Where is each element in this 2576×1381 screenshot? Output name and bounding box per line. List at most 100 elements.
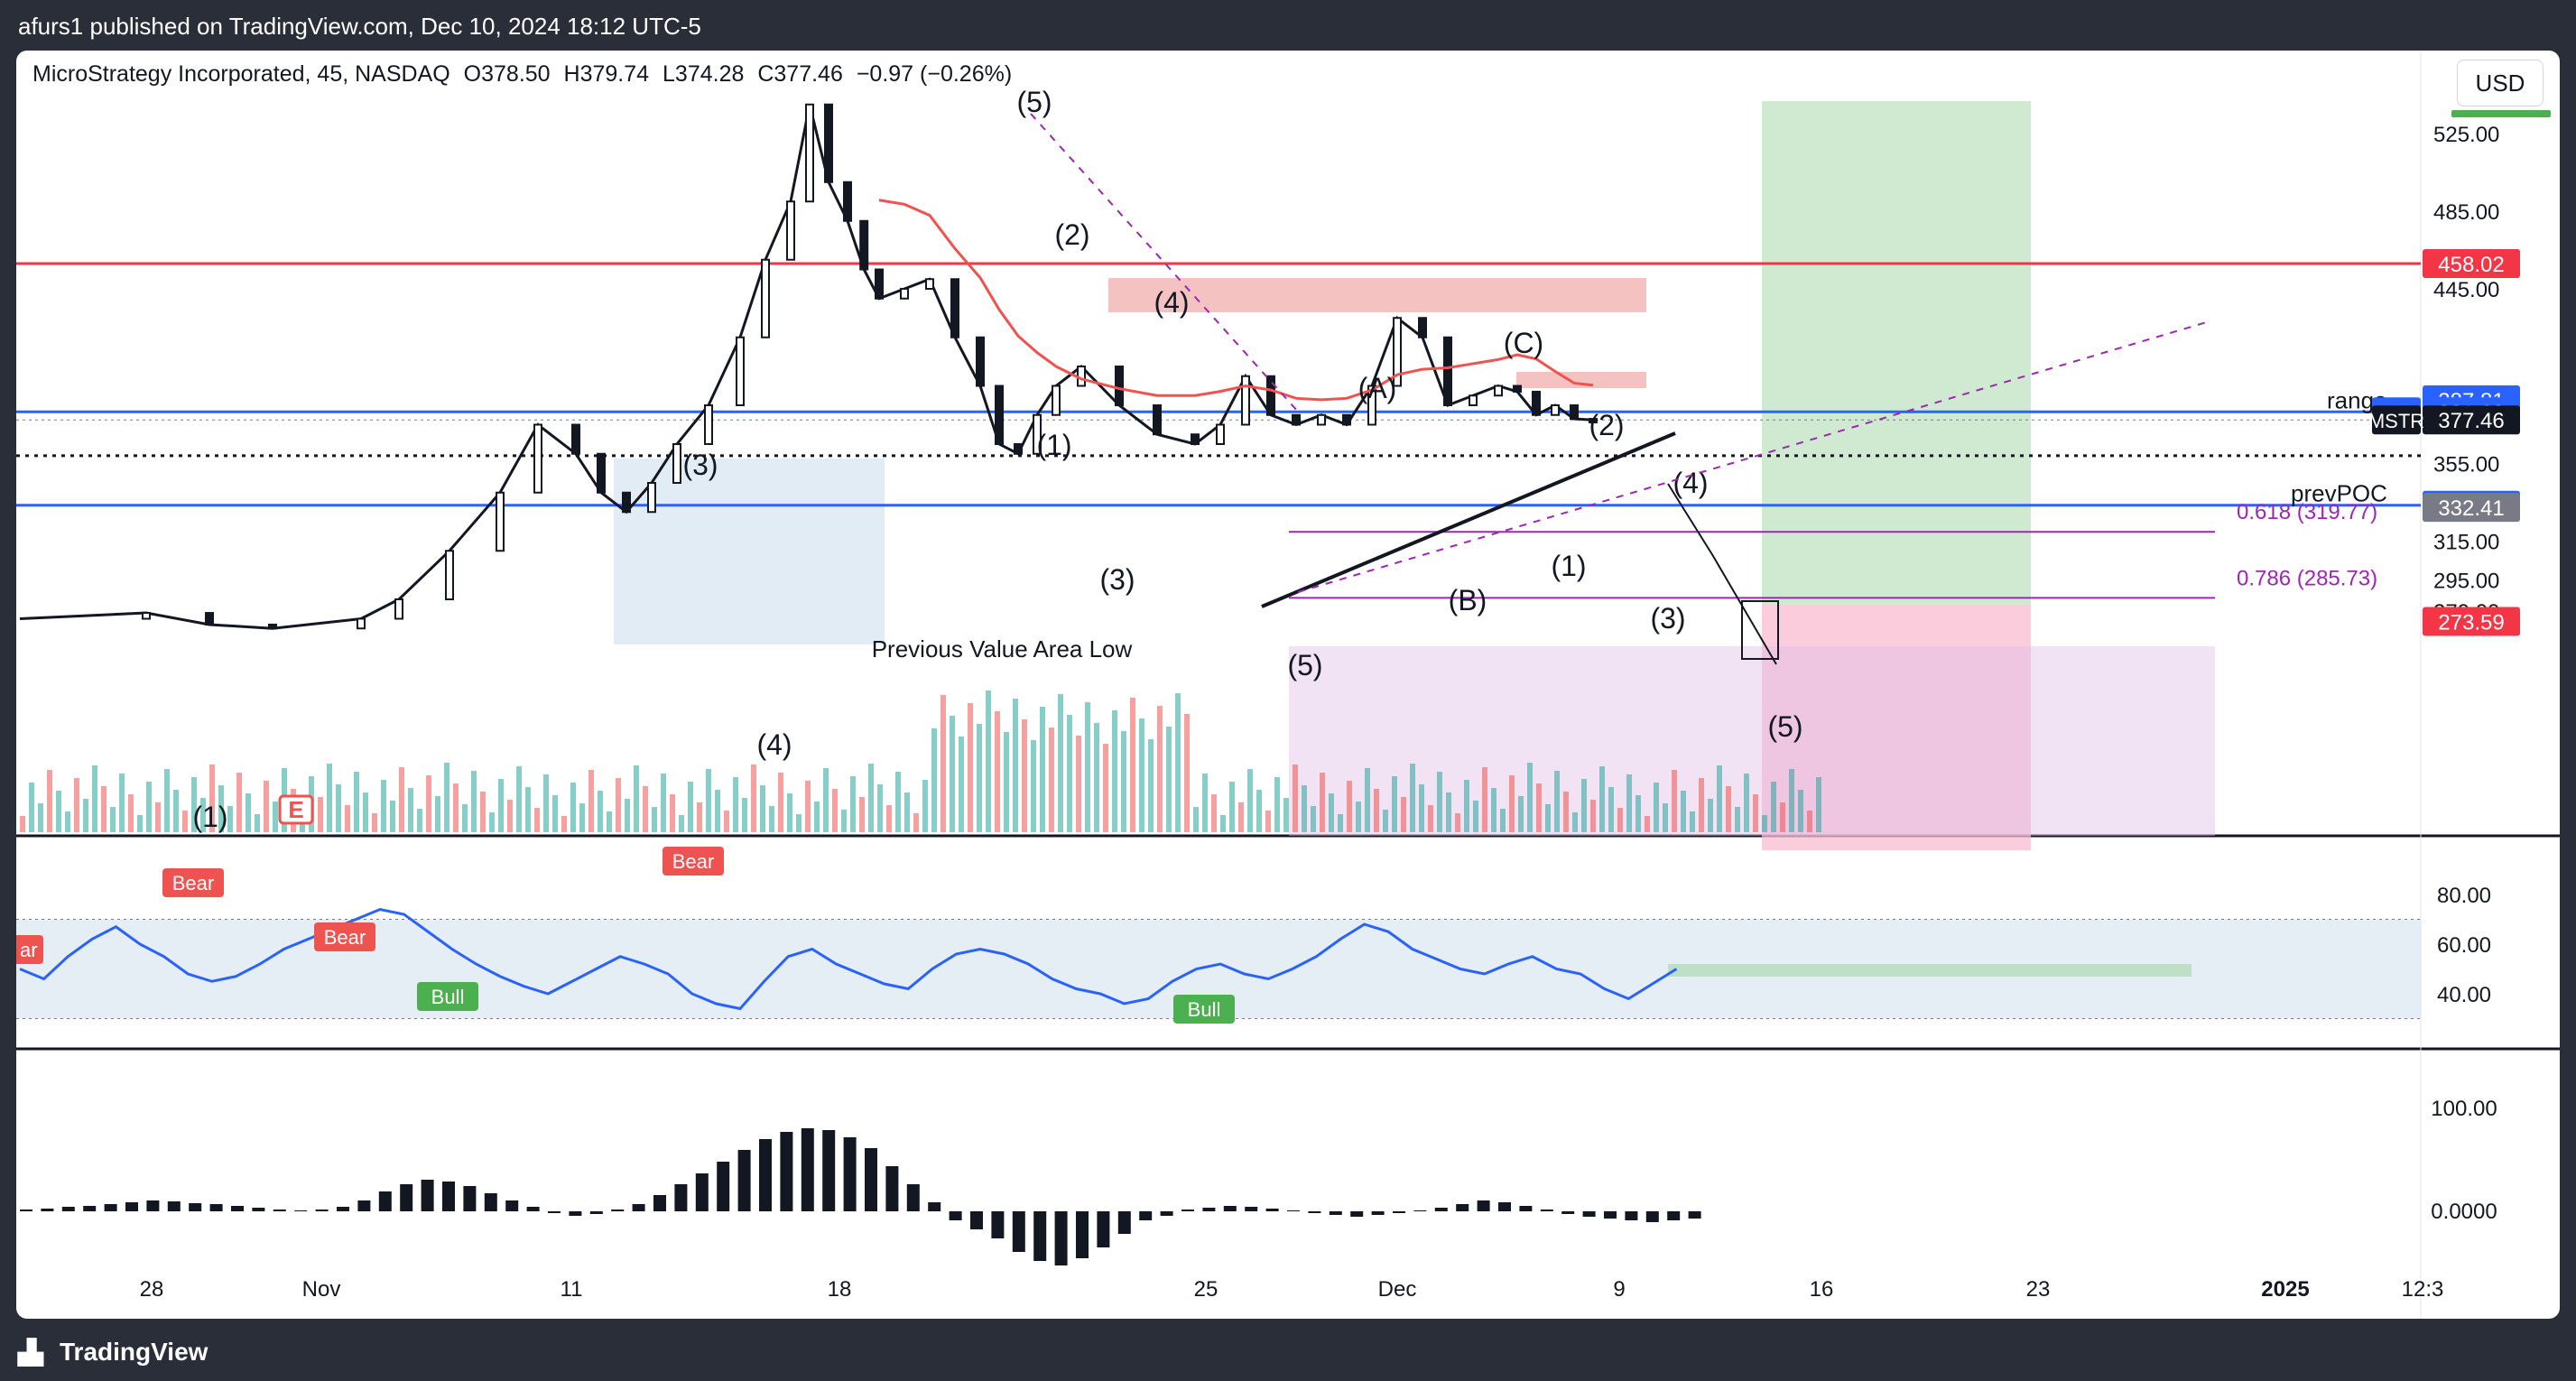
oscillator-bar xyxy=(1582,1211,1596,1217)
tradingview-logo[interactable]: ▟▖ TradingView xyxy=(18,1338,208,1367)
volume-bar xyxy=(742,798,747,832)
volume-bar xyxy=(1690,811,1695,832)
oscillator-bar xyxy=(231,1206,244,1211)
oscillator-bar xyxy=(1456,1204,1469,1211)
candle xyxy=(1241,375,1250,426)
candle xyxy=(995,385,1004,445)
volume-bar xyxy=(643,786,648,832)
volume-bar xyxy=(1509,775,1515,832)
volume-bar xyxy=(1590,800,1596,832)
price-tag-name: MSTR xyxy=(2368,410,2424,432)
volume-bar xyxy=(751,765,756,832)
oscillator-bar xyxy=(1012,1211,1025,1252)
volume-bar xyxy=(1238,802,1244,832)
time-axis-tick: 11 xyxy=(561,1277,583,1302)
candle xyxy=(597,452,606,494)
volume-bar xyxy=(634,765,639,832)
currency-button[interactable]: USD xyxy=(2457,60,2544,107)
volume-bar xyxy=(1013,699,1018,832)
volume-bar xyxy=(65,811,70,832)
volume-bar xyxy=(796,814,802,832)
volume-bar xyxy=(1193,807,1199,832)
volume-bar xyxy=(462,804,468,832)
price-tag: 332.41 xyxy=(2438,496,2504,521)
oscillator-bar xyxy=(1519,1206,1533,1211)
volume-bar xyxy=(1626,774,1632,832)
volume-bar xyxy=(1717,765,1722,832)
oscillator-bar xyxy=(209,1204,223,1211)
volume-bar xyxy=(1554,771,1560,832)
volume-bar xyxy=(489,812,495,832)
volume-bar xyxy=(354,772,359,832)
oscillator-bar xyxy=(1350,1211,1364,1217)
candle xyxy=(1589,418,1598,424)
volume-bar xyxy=(1022,719,1027,832)
volume-bar xyxy=(1383,810,1388,832)
oscillator-bar xyxy=(949,1211,962,1220)
volume-bar xyxy=(616,778,621,832)
oscillator-bar xyxy=(695,1173,709,1211)
volume-bar xyxy=(1437,772,1442,832)
volume-bar xyxy=(1148,739,1154,832)
volume-bar xyxy=(191,777,197,832)
volume-bar xyxy=(977,724,982,832)
volume-bar xyxy=(941,695,946,832)
volume-bar xyxy=(435,796,440,832)
divergence-label: Bull xyxy=(431,986,465,1008)
candle xyxy=(1367,385,1376,426)
price-tag: 377.46 xyxy=(2438,409,2504,433)
wave-label: (1) xyxy=(192,801,227,833)
candle xyxy=(1469,394,1478,406)
candle xyxy=(736,336,745,406)
oscillator-bar xyxy=(1413,1210,1427,1211)
candle xyxy=(496,491,505,552)
volume-bar xyxy=(327,764,332,832)
volume-bar xyxy=(1536,783,1542,832)
volume-bar xyxy=(390,801,395,832)
candle xyxy=(1513,385,1522,393)
divergence-badge xyxy=(314,922,375,951)
price-axis-tick: 485.00 xyxy=(2433,200,2499,225)
time-axis-tick: 16 xyxy=(1810,1277,1834,1302)
volume-bar xyxy=(1067,715,1072,832)
volume-bar xyxy=(588,770,594,832)
candle xyxy=(1494,385,1503,397)
volume-bar xyxy=(922,780,928,832)
oscillator-bar xyxy=(484,1193,497,1211)
wave-label: (3) xyxy=(1650,602,1685,635)
symbol-legend: MicroStrategy Incorporated, 45, NASDAQ O… xyxy=(32,61,1012,88)
volume-bar xyxy=(778,773,783,832)
volume-bar xyxy=(706,769,711,832)
publish-header: afurs1 published on TradingView.com, Dec… xyxy=(0,0,2576,56)
volume-bar xyxy=(841,810,847,832)
volume-bar xyxy=(426,775,431,832)
wave-label: (B) xyxy=(1449,584,1487,616)
rsi-axis-tick: 80.00 xyxy=(2437,884,2491,908)
chart-card[interactable]: range prevPOC 0.618 (319.77) 0.786 (285.73)… xyxy=(16,51,2560,1319)
volume-bar xyxy=(1599,766,1605,832)
volume-bar xyxy=(74,778,79,832)
volume-bar xyxy=(38,803,43,832)
oscillator-bar xyxy=(611,1210,625,1211)
wave-label: (4) xyxy=(1154,286,1189,319)
oscillator-bar xyxy=(442,1182,455,1211)
fib-label-0: 0.618 (319.77) xyxy=(2237,500,2377,524)
volume-bar xyxy=(1816,777,1821,832)
wedge-trendline xyxy=(1261,431,1676,608)
candle xyxy=(357,617,366,630)
wave-label: (4) xyxy=(756,728,792,761)
volume-bar xyxy=(832,789,838,832)
time-axis-tick: 12:3 xyxy=(2402,1277,2444,1302)
volume-bar xyxy=(1446,792,1451,832)
oscillator-bar xyxy=(1223,1206,1237,1211)
candle xyxy=(268,623,277,630)
volume-bar xyxy=(598,791,603,832)
volume-bar xyxy=(1302,785,1307,832)
divergence-badge xyxy=(162,868,224,897)
volume-bar xyxy=(1753,794,1758,832)
wave-label: (5) xyxy=(1287,649,1322,681)
volume-bar xyxy=(1527,763,1533,832)
volume-bar xyxy=(119,774,125,832)
oscillator-bar xyxy=(1139,1211,1153,1220)
